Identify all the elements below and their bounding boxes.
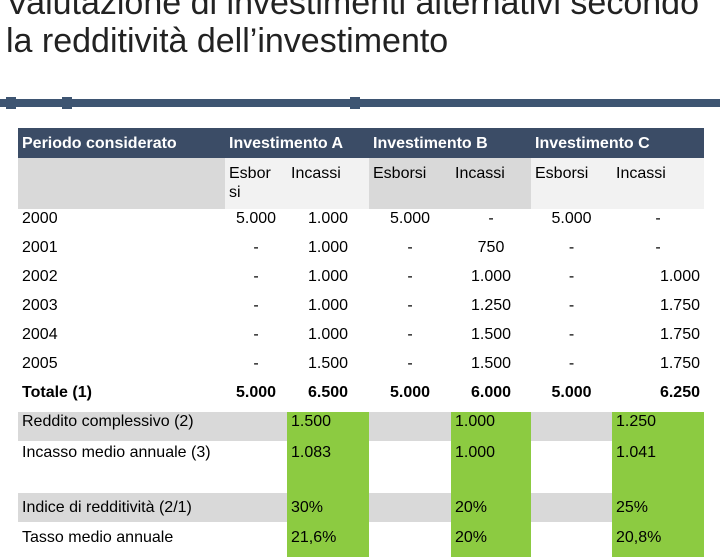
total-c-incassi: 6.250: [659, 384, 700, 401]
subheader-a-incassi: Incassi: [287, 158, 369, 209]
summary-a: 1.083: [287, 441, 369, 493]
subheader-row: Esbor si Incassi Esborsi Incassi Esborsi…: [18, 158, 704, 209]
total-b-esborsi: 5.000: [389, 384, 431, 401]
summary-b: 1.000: [451, 412, 531, 441]
summary-b: 1.000: [451, 441, 531, 493]
header-period: Periodo considerato: [18, 128, 225, 158]
total-a-esborsi: 5.000: [235, 384, 277, 401]
cell-c-esborsi: -: [568, 355, 575, 372]
cell-a-incassi: 1.000: [307, 326, 349, 343]
cell-a-esborsi: -: [253, 297, 259, 314]
header-investment-b: Investimento B: [369, 128, 531, 158]
table-row: 2000 5.000 1.000 5.000 - 5.000 -: [18, 209, 704, 238]
cell-c-incassi: 1.000: [659, 268, 700, 285]
table-row: 2001 - 1.000 - 750 - -: [18, 238, 704, 267]
cell-a-incassi: 1.000: [307, 210, 349, 227]
summary-b: 20%: [451, 493, 531, 522]
total-c-esborsi: 5.000: [551, 384, 592, 401]
summary-label: Reddito complessivo (2): [22, 413, 194, 430]
summary-row: Reddito complessivo (2) 1.500 1.000 1.25…: [18, 412, 704, 441]
cell-a-esborsi: 5.000: [235, 210, 277, 227]
row-label: 2002: [22, 268, 58, 285]
cell-b-incassi: 750: [477, 239, 505, 256]
header-investment-a: Investimento A: [225, 128, 369, 158]
cell-c-incassi: -: [655, 239, 661, 256]
cell-b-incassi: -: [488, 210, 494, 227]
summary-c: 1.250: [612, 412, 704, 441]
total-a-incassi: 6.500: [307, 384, 349, 401]
summary-gap-c: [531, 412, 612, 441]
subheader-c-esborsi: Esborsi: [531, 158, 612, 209]
table-row: 2005 - 1.500 - 1.500 - 1.750: [18, 354, 704, 383]
cell-a-esborsi: -: [253, 355, 259, 372]
row-label: 2000: [22, 210, 58, 227]
summary-label: Indice di redditività (2/1): [22, 499, 192, 516]
summary-gap-c: [531, 441, 612, 493]
table-row: 2003 - 1.000 - 1.250 - 1.750: [18, 296, 704, 325]
cell-c-incassi: -: [655, 210, 661, 227]
cell-a-incassi: 1.000: [307, 268, 349, 285]
summary-c: 25%: [612, 493, 704, 522]
cell-b-incassi: 1.000: [470, 268, 512, 285]
summary-c: 1.041: [612, 441, 704, 493]
cell-b-esborsi: -: [407, 239, 413, 256]
subheader-b-esborsi: Esborsi: [369, 158, 451, 209]
table-row: 2004 - 1.000 - 1.500 - 1.750: [18, 325, 704, 354]
subheader-a-esborsi: Esbor si: [225, 158, 287, 209]
title-underline: [0, 97, 720, 111]
row-label: 2004: [22, 326, 58, 343]
cell-a-esborsi: -: [253, 268, 259, 285]
cell-a-esborsi: -: [253, 326, 259, 343]
summary-gap-c: [531, 493, 612, 522]
cell-a-incassi: 1.000: [307, 297, 349, 314]
summary-gap-b: [369, 412, 451, 441]
summary-label: Incasso medio annuale (3): [22, 444, 211, 461]
cell-c-esborsi: -: [568, 239, 575, 256]
cell-a-incassi: 1.000: [307, 239, 349, 256]
cell-c-incassi: 1.750: [659, 355, 700, 372]
summary-gap-b: [369, 441, 451, 493]
header-row: Periodo considerato Investimento A Inves…: [18, 128, 704, 158]
subheader-b-incassi: Incassi: [451, 158, 531, 209]
cell-b-esborsi: -: [407, 297, 413, 314]
cell-c-esborsi: -: [568, 326, 575, 343]
cell-b-esborsi: 5.000: [389, 210, 431, 227]
total-row: Totale (1) 5.000 6.500 5.000 6.000 5.000…: [18, 383, 704, 412]
row-label: 2005: [22, 355, 58, 372]
row-label: 2001: [22, 239, 58, 256]
cell-c-incassi: 1.750: [659, 297, 700, 314]
summary-a: 1.500: [287, 412, 369, 441]
summary-row: Indice di redditività (2/1) 30% 20% 25%: [18, 493, 704, 522]
cell-b-esborsi: -: [407, 268, 413, 285]
page-title: Valutazione di investimenti alternativi …: [6, 0, 699, 60]
cell-c-esborsi: -: [568, 297, 575, 314]
summary-gap-b: [369, 493, 451, 522]
cell-b-incassi: 1.250: [470, 297, 512, 314]
cell-c-esborsi: -: [568, 268, 575, 285]
cell-a-incassi: 1.500: [307, 355, 349, 372]
header-investment-c: Investimento C: [531, 128, 704, 158]
cell-c-incassi: 1.750: [659, 326, 700, 343]
cell-a-esborsi: -: [253, 239, 259, 256]
summary-a: 30%: [287, 493, 369, 522]
cell-b-esborsi: -: [407, 355, 413, 372]
cell-b-incassi: 1.500: [470, 326, 512, 343]
cell-b-incassi: 1.500: [470, 355, 512, 372]
row-label: 2003: [22, 297, 58, 314]
total-b-incassi: 6.000: [470, 384, 512, 401]
investment-table: Periodo considerato Investimento A Inves…: [18, 128, 704, 557]
table-row: 2002 - 1.000 - 1.000 - 1.000: [18, 267, 704, 296]
subheader-c-incassi: Incassi: [612, 158, 704, 209]
cell-c-esborsi: 5.000: [551, 210, 592, 227]
subheader-blank: [18, 158, 225, 209]
summary-row: Incasso medio annuale (3) 1.083 1.000 1.…: [18, 441, 704, 493]
cell-b-esborsi: -: [407, 326, 413, 343]
total-label: Totale (1): [22, 384, 92, 401]
